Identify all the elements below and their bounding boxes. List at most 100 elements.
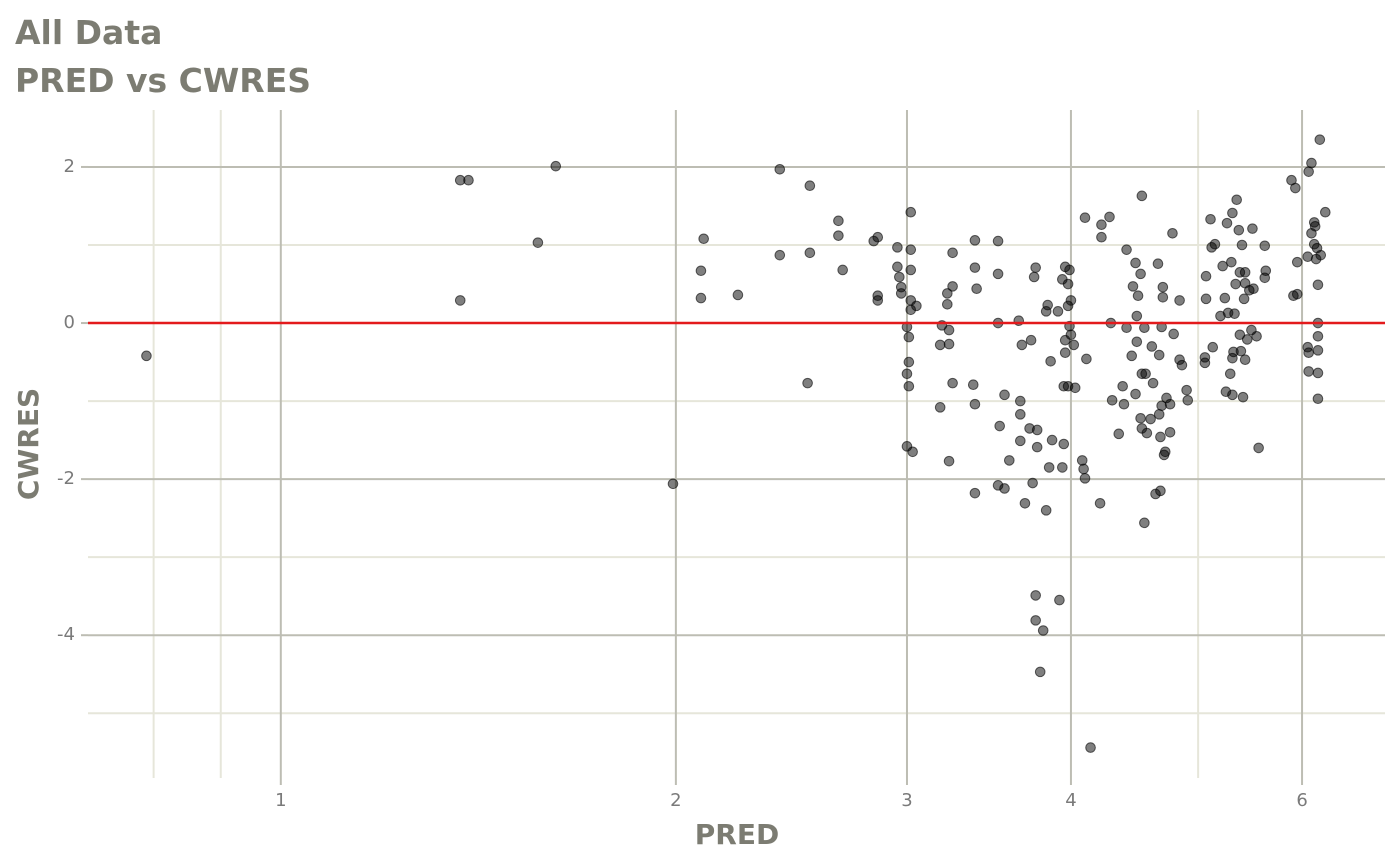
point bbox=[903, 380, 915, 392]
point bbox=[999, 483, 1010, 494]
point bbox=[1121, 244, 1132, 255]
point bbox=[833, 230, 844, 241]
point bbox=[1227, 389, 1238, 401]
point bbox=[1153, 349, 1165, 361]
point bbox=[1130, 388, 1141, 400]
point bbox=[994, 420, 1006, 432]
point bbox=[905, 244, 917, 255]
point bbox=[947, 377, 958, 389]
point bbox=[1153, 409, 1165, 420]
point bbox=[833, 215, 844, 227]
point bbox=[1303, 366, 1314, 377]
point bbox=[1312, 393, 1324, 405]
point bbox=[1043, 462, 1055, 473]
point bbox=[837, 264, 848, 276]
point bbox=[1260, 265, 1272, 277]
point bbox=[1135, 412, 1146, 424]
point bbox=[1096, 219, 1107, 231]
point bbox=[971, 283, 982, 295]
point bbox=[1031, 441, 1043, 453]
point bbox=[1291, 256, 1303, 268]
point bbox=[992, 268, 1004, 280]
point bbox=[1059, 347, 1071, 358]
point bbox=[1078, 463, 1089, 475]
point bbox=[1132, 290, 1144, 302]
point bbox=[903, 331, 915, 343]
point bbox=[1016, 339, 1028, 351]
point bbox=[1233, 224, 1245, 236]
point bbox=[1226, 256, 1237, 268]
point bbox=[463, 174, 474, 186]
point bbox=[1079, 212, 1091, 223]
point bbox=[1146, 341, 1158, 352]
point bbox=[698, 233, 709, 245]
point bbox=[1094, 498, 1106, 509]
point bbox=[1306, 157, 1317, 169]
point bbox=[1028, 271, 1040, 283]
point bbox=[1238, 293, 1250, 305]
point bbox=[1181, 384, 1192, 396]
chart-subtitle: PRED vs CWRES bbox=[15, 61, 311, 100]
point bbox=[1312, 345, 1324, 356]
point bbox=[1312, 279, 1324, 291]
point bbox=[1121, 322, 1132, 334]
point bbox=[1230, 278, 1241, 290]
point bbox=[1312, 367, 1324, 379]
point bbox=[454, 295, 466, 306]
point bbox=[1221, 217, 1233, 229]
point bbox=[1052, 306, 1064, 317]
point bbox=[907, 446, 918, 458]
x-tick-label: 3 bbox=[901, 790, 912, 811]
point bbox=[1106, 394, 1118, 406]
point bbox=[967, 379, 979, 390]
point bbox=[1209, 238, 1221, 250]
point bbox=[1248, 283, 1259, 295]
point bbox=[903, 356, 915, 368]
point bbox=[1019, 498, 1031, 509]
point bbox=[943, 455, 955, 467]
point bbox=[1062, 278, 1074, 290]
point bbox=[1141, 427, 1153, 439]
point bbox=[947, 247, 958, 259]
point bbox=[802, 377, 813, 389]
point bbox=[1235, 345, 1247, 357]
point bbox=[1164, 426, 1176, 438]
point bbox=[1054, 594, 1065, 606]
point bbox=[1164, 398, 1176, 410]
point bbox=[1182, 394, 1194, 406]
point bbox=[1200, 293, 1212, 305]
point bbox=[1253, 442, 1264, 454]
point bbox=[905, 206, 917, 218]
point bbox=[1168, 328, 1179, 340]
point bbox=[1199, 357, 1211, 369]
point bbox=[969, 398, 981, 410]
y-tick-label: 2 bbox=[64, 156, 75, 177]
point bbox=[1136, 190, 1148, 202]
point bbox=[1309, 220, 1321, 232]
point bbox=[1236, 239, 1248, 251]
point bbox=[695, 292, 707, 304]
point bbox=[1251, 331, 1262, 342]
point bbox=[1031, 424, 1043, 436]
point bbox=[1217, 260, 1228, 272]
point bbox=[1025, 334, 1037, 346]
point bbox=[1239, 354, 1251, 366]
point bbox=[1081, 353, 1092, 365]
point bbox=[942, 288, 953, 299]
point bbox=[1058, 438, 1070, 450]
point bbox=[532, 237, 544, 248]
point bbox=[1224, 368, 1236, 380]
x-axis-title: PRED bbox=[695, 818, 779, 851]
point bbox=[1312, 331, 1324, 342]
point bbox=[1045, 355, 1056, 367]
point bbox=[1040, 505, 1052, 516]
point bbox=[1231, 194, 1242, 206]
point bbox=[872, 295, 884, 306]
point bbox=[141, 350, 152, 362]
point bbox=[1079, 473, 1091, 484]
point bbox=[1155, 485, 1166, 497]
point bbox=[943, 324, 955, 336]
point bbox=[1085, 742, 1096, 753]
point bbox=[667, 478, 679, 490]
